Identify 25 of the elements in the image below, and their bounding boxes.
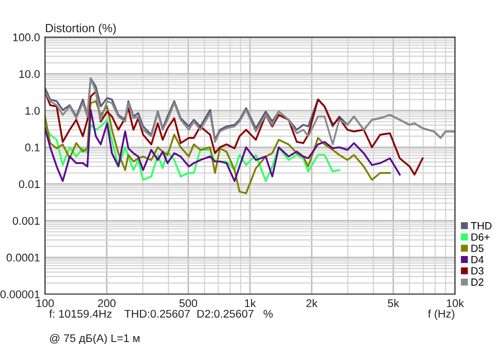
legend-label: D4 — [471, 256, 484, 264]
y-axis-title: Distortion (%) — [46, 24, 116, 35]
y-tick-label: 0.00001 — [0, 290, 40, 298]
legend-label: D2 — [471, 278, 484, 286]
y-tick-label: 0.1 — [25, 144, 40, 152]
x-tick-label: 1k — [244, 298, 256, 308]
x-tick-label: 2k — [306, 298, 318, 308]
x-tick-label: 10k — [446, 298, 464, 308]
x-axis-title: f (Hz) — [428, 310, 454, 320]
legend-label: D3 — [471, 267, 484, 275]
y-tick-label: 1.0 — [26, 106, 40, 115]
x-tick-label: 100 — [36, 299, 54, 308]
x-tick-label: 5k — [388, 298, 400, 308]
y-tick-label: 0.0001 — [6, 254, 40, 262]
y-tick-label: 0.01 — [18, 180, 40, 188]
y-tick-label: 10.0 — [19, 70, 40, 78]
legend-label: D6+ — [471, 233, 490, 241]
text: f: 10159.4Hz THD:0.25607 D2:0.25607 % — [49, 310, 273, 318]
text: @ 75 дБ(A) L=1 м — [50, 334, 140, 344]
x-tick-label: 200 — [98, 299, 116, 308]
x-tick-label: 500 — [179, 299, 198, 308]
legend-label: D5 — [471, 244, 484, 252]
y-tick-label: 0.001 — [12, 216, 40, 225]
legend-label: THD — [470, 222, 492, 230]
y-tick-label: 100.0 — [13, 33, 40, 42]
